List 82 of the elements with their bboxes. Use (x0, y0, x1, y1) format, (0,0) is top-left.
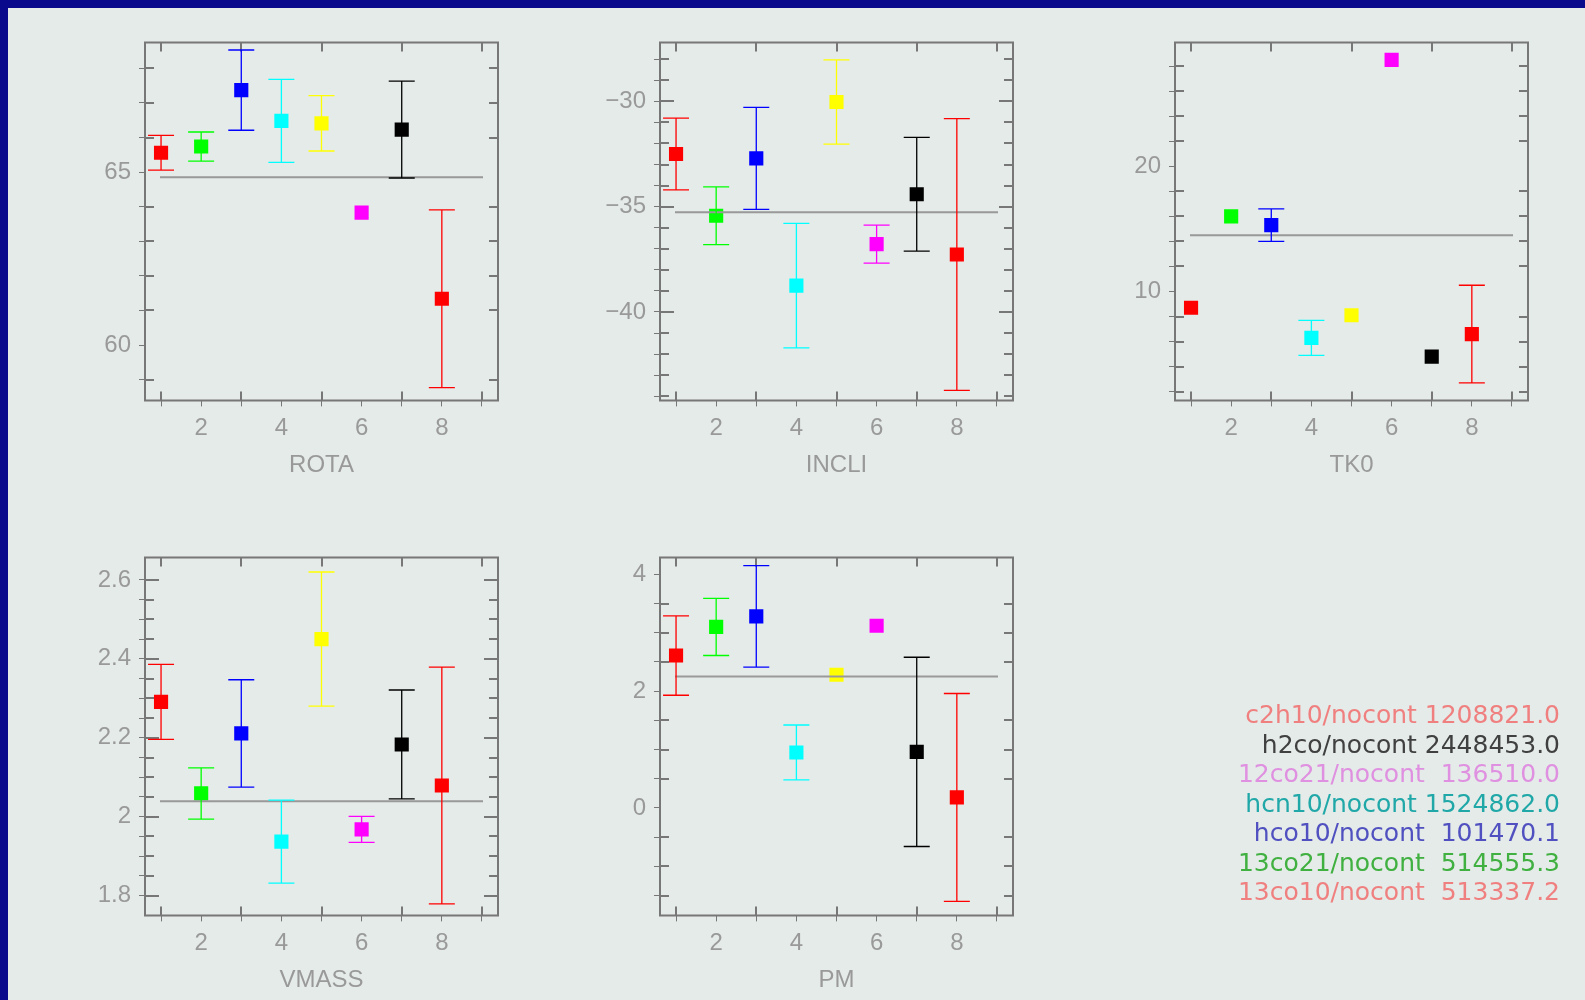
y-tick-label: 2.6 (97, 564, 131, 592)
y-tick-label: 2 (117, 801, 131, 829)
x-tick-label: 2 (1224, 413, 1238, 441)
point (869, 237, 884, 252)
text: hcn10/nocont 1524862.0 (1244, 788, 1560, 818)
x-axis-title: TK0 (1329, 450, 1374, 478)
x-tick-label: 2 (194, 928, 208, 956)
y-tick-label: 65 (104, 156, 131, 184)
x-tick-label: 6 (869, 413, 884, 441)
point (1183, 300, 1199, 315)
y-tick-label: 0 (632, 792, 646, 820)
point (434, 778, 449, 793)
point (949, 247, 964, 262)
point (1424, 349, 1439, 364)
point (274, 113, 289, 128)
point (869, 618, 884, 633)
point (949, 790, 964, 805)
x-axis-title: ROTA (289, 450, 354, 478)
x-tick-label: 4 (1304, 413, 1319, 441)
x-tick-label: 4 (789, 928, 804, 956)
text: 13co21/nocont 514555.3 (1236, 847, 1560, 877)
point (234, 83, 249, 98)
point (314, 632, 329, 647)
point (909, 187, 924, 202)
text: 13co10/nocont 513337.2 (1236, 877, 1560, 907)
point (1464, 326, 1479, 342)
text: h2co/nocont 2448453.0 (1260, 729, 1560, 759)
point (1344, 308, 1359, 323)
y-tick-label: 1.8 (97, 880, 131, 908)
y-tick-label: 2 (632, 675, 646, 703)
point (314, 116, 329, 131)
x-tick-label: 8 (950, 928, 964, 956)
point (234, 726, 249, 741)
x-axis-title: INCLI (805, 450, 868, 478)
point (668, 648, 684, 663)
point (354, 822, 369, 837)
point (1384, 52, 1399, 67)
y-tick-label: −40 (605, 296, 646, 324)
x-tick-label: 8 (1465, 413, 1479, 441)
y-tick-label: 60 (104, 329, 131, 357)
x-tick-label: 6 (1384, 413, 1399, 441)
point (749, 609, 764, 624)
x-tick-label: 4 (274, 413, 289, 441)
point (354, 205, 369, 220)
text: 12co21/nocont 136510.0 (1236, 759, 1560, 789)
text: hco10/nocont 101470.1 (1252, 818, 1560, 848)
x-tick-label: 2 (709, 413, 723, 441)
y-tick-label: 2.4 (97, 643, 131, 671)
point (789, 278, 804, 293)
x-tick-label: 6 (354, 413, 369, 441)
y-tick-label: 4 (632, 558, 646, 586)
point (909, 744, 924, 759)
x-axis-title: VMASS (279, 965, 364, 993)
y-tick-label: 10 (1134, 276, 1161, 304)
x-tick-label: 6 (354, 928, 369, 956)
point (749, 151, 764, 166)
x-tick-label: 2 (709, 928, 723, 956)
point (194, 786, 209, 801)
point (1264, 218, 1279, 233)
point (394, 737, 409, 752)
x-axis-title: PM (818, 965, 855, 993)
x-tick-label: 4 (274, 928, 289, 956)
point (829, 94, 844, 110)
x-tick-label: 2 (194, 413, 208, 441)
x-tick-label: 8 (435, 413, 449, 441)
point (394, 122, 409, 137)
point (434, 291, 449, 306)
y-tick-label: 2.2 (97, 722, 131, 750)
point (1304, 330, 1319, 345)
x-tick-label: 6 (869, 928, 884, 956)
point (194, 139, 209, 154)
y-tick-label: 20 (1134, 150, 1161, 178)
point (789, 745, 804, 760)
text: c2h10/nocont 1208821.0 (1244, 700, 1560, 730)
x-tick-label: 8 (435, 928, 449, 956)
y-tick-label: −30 (605, 85, 646, 113)
point (709, 619, 724, 634)
x-tick-label: 4 (789, 413, 804, 441)
y-tick-label: −35 (605, 191, 646, 219)
point (274, 834, 289, 849)
point (1224, 209, 1239, 224)
x-tick-label: 8 (950, 413, 964, 441)
